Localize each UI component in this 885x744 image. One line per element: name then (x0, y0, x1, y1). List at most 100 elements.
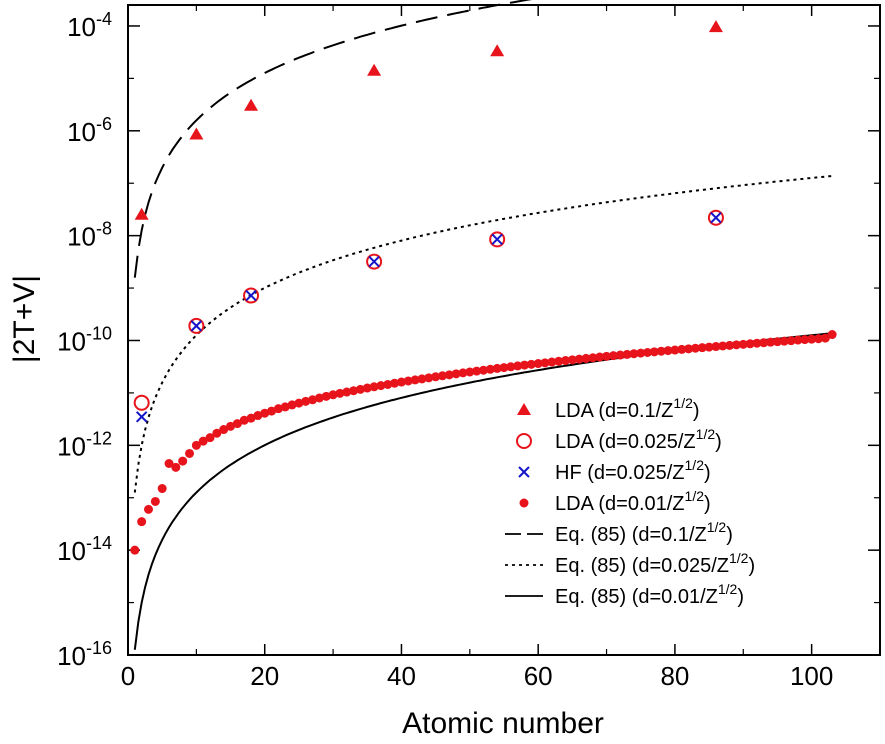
data-point-filled-circle (144, 504, 154, 514)
data-point-triangle (708, 20, 723, 33)
data-point-filled-circle (212, 428, 222, 438)
data-point-filled-circle (458, 368, 468, 378)
data-point-filled-circle (602, 351, 612, 361)
data-point-filled-circle (738, 339, 748, 349)
fit-line-dotted (133, 175, 833, 493)
data-point-triangle (244, 98, 259, 111)
data-point-filled-circle (588, 353, 598, 363)
data-point-filled-circle (581, 353, 591, 363)
plot-frame-layer (127, 4, 881, 656)
y-tick-label: 10-10 (57, 323, 112, 356)
data-point-filled-circle (656, 346, 666, 356)
legend-label: LDA (d=0.025/Z1/2) (555, 426, 722, 453)
data-point-filled-circle (308, 395, 318, 405)
data-point-filled-circle (526, 359, 536, 369)
data-point-filled-circle (321, 391, 331, 401)
data-point-open-circle (366, 253, 383, 270)
data-point-filled-circle (643, 347, 653, 357)
data-point-filled-circle (779, 336, 789, 346)
data-point-filled-circle (827, 330, 837, 340)
legend-label: LDA (d=0.01/Z1/2) (555, 488, 711, 515)
data-point-filled-circle (396, 377, 406, 387)
data-point-filled-circle (499, 363, 509, 373)
data-point-filled-circle (410, 375, 420, 385)
data-point-filled-circle (205, 433, 215, 443)
data-point-filled-circle (342, 387, 352, 397)
data-point-filled-circle (608, 351, 618, 361)
data-point-filled-circle (437, 371, 447, 381)
data-point-filled-circle (335, 388, 345, 398)
data-point-triangle (134, 207, 149, 220)
data-point-filled-circle (649, 347, 659, 357)
data-point-filled-circle (369, 382, 379, 392)
data-point-filled-circle (492, 363, 502, 373)
data-point-filled-circle (431, 372, 441, 382)
data-point-filled-circle (711, 342, 721, 352)
data-point-filled-circle (362, 383, 372, 393)
data-point-filled-circle (287, 400, 297, 410)
data-point-filled-circle (629, 349, 639, 359)
legend-label: HF (d=0.025/Z1/2) (555, 457, 711, 484)
data-point-filled-circle (547, 357, 557, 367)
legend-marker-filled-circle (519, 498, 529, 508)
data-point-filled-circle (219, 425, 229, 435)
data-point-filled-circle (595, 352, 605, 362)
data-point-filled-circle (185, 448, 195, 458)
data-points-layer (130, 20, 837, 555)
data-point-filled-circle (704, 342, 714, 352)
data-point-filled-circle (253, 411, 263, 421)
data-point-filled-circle (178, 456, 188, 466)
data-point-open-circle (188, 317, 205, 334)
y-tick-label: 10-6 (67, 114, 112, 147)
data-point-cross (190, 320, 203, 332)
data-point-filled-circle (752, 338, 762, 348)
data-point-triangle (367, 63, 382, 76)
data-point-filled-circle (314, 393, 324, 403)
data-point-filled-circle (485, 364, 495, 374)
data-point-cross (710, 211, 722, 224)
data-point-filled-circle (670, 345, 680, 355)
data-point-filled-circle (766, 337, 776, 347)
data-point-filled-circle (567, 355, 577, 365)
data-point-cross (245, 289, 257, 302)
data-point-filled-circle (615, 350, 625, 360)
data-point-filled-circle (349, 386, 359, 396)
legend-label: Eq. (85) (d=0.01/Z1/2) (555, 581, 744, 608)
x-tick-label: 80 (660, 661, 689, 691)
legend-marker-triangle (517, 403, 531, 415)
data-point-filled-circle (574, 354, 584, 364)
data-point-filled-circle (697, 343, 707, 353)
legend-marker-cross (518, 466, 530, 478)
data-point-filled-circle (540, 358, 550, 368)
x-axis-label: Atomic number (402, 707, 604, 740)
data-point-open-circle (707, 209, 724, 226)
legend-marker-open-circle (516, 433, 532, 449)
data-point-filled-circle (171, 462, 181, 472)
data-point-filled-circle (820, 333, 830, 343)
legend-label: LDA (d=0.1/Z1/2) (555, 395, 700, 422)
data-point-filled-circle (444, 370, 454, 380)
data-point-filled-circle (506, 362, 516, 372)
y-tick-label: 10-8 (67, 219, 112, 252)
data-point-filled-circle (622, 349, 632, 359)
data-point-filled-circle (533, 359, 543, 369)
x-tick-label: 100 (790, 661, 833, 691)
data-point-filled-circle (813, 334, 823, 344)
data-point-filled-circle (745, 339, 755, 349)
data-point-filled-circle (759, 338, 769, 348)
fit-line-solid (133, 332, 833, 650)
data-point-filled-circle (561, 356, 571, 366)
data-point-filled-circle (273, 404, 283, 414)
data-point-filled-circle (520, 360, 530, 370)
data-point-filled-circle (137, 517, 147, 527)
x-tick-label: 40 (387, 661, 416, 691)
data-point-filled-circle (267, 406, 277, 416)
data-point-filled-circle (191, 440, 201, 450)
legend-label: Eq. (85) (d=0.025/Z1/2) (555, 550, 755, 577)
data-point-filled-circle (294, 398, 304, 408)
data-point-filled-circle (793, 335, 803, 345)
data-point-filled-circle (451, 369, 461, 379)
data-point-cross (135, 411, 148, 423)
data-point-filled-circle (383, 379, 393, 389)
y-tick-label: 10-4 (67, 9, 112, 42)
